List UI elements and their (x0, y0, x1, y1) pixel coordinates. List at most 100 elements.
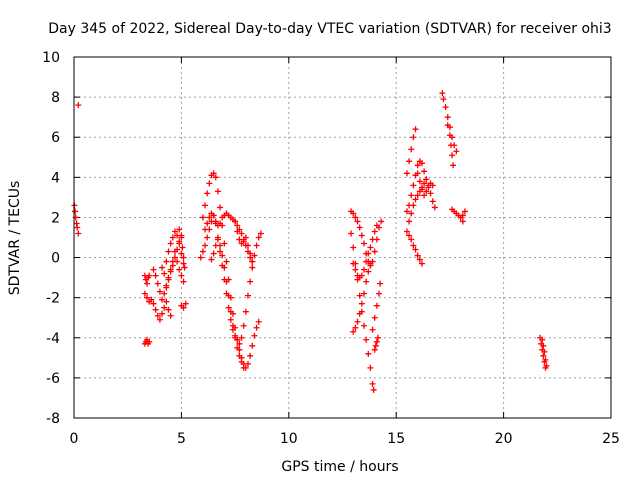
data-point (421, 168, 428, 175)
data-point (163, 284, 170, 291)
data-point (229, 322, 236, 329)
data-point (406, 218, 413, 225)
data-point (414, 252, 421, 259)
series-arc-3.4 (141, 336, 153, 347)
data-point (150, 300, 157, 307)
data-point (541, 348, 548, 355)
data-point (358, 232, 365, 239)
data-point (376, 290, 383, 297)
data-point (418, 186, 425, 193)
data-point (221, 240, 228, 247)
data-point (214, 188, 221, 195)
data-point (249, 342, 256, 349)
data-point (410, 182, 417, 189)
series-arc-14.1 (371, 334, 381, 353)
data-point (350, 260, 357, 267)
data-point (156, 288, 163, 295)
data-point (217, 248, 224, 255)
data-point (227, 316, 234, 323)
series-arc-5.0 (176, 226, 188, 271)
data-point (356, 292, 363, 299)
data-point (227, 308, 234, 315)
data-point (372, 342, 379, 349)
data-point (442, 104, 449, 111)
data-point (403, 228, 410, 235)
data-point (210, 212, 217, 219)
data-points (71, 90, 550, 393)
data-point (360, 322, 367, 329)
data-point (221, 264, 228, 271)
data-point (163, 298, 170, 305)
data-point (459, 218, 466, 225)
data-point (449, 152, 456, 159)
data-point (423, 176, 430, 183)
data-point (240, 238, 247, 245)
data-point (204, 190, 211, 197)
data-point (242, 308, 249, 315)
y-tick-label: -2 (46, 291, 60, 307)
data-point (423, 188, 430, 195)
series-arc-3.3b (141, 290, 174, 323)
data-point (247, 352, 254, 359)
x-axis-label: GPS time / hours (281, 459, 398, 475)
data-point (74, 224, 81, 231)
series-arc-15.7 (406, 176, 438, 225)
data-point (461, 208, 468, 215)
x-tick-label: 5 (177, 431, 186, 447)
series-arc-18.2 (459, 208, 468, 219)
series-arc-4.1 (159, 228, 187, 277)
data-point (406, 158, 413, 165)
data-point (429, 198, 436, 205)
data-point (72, 208, 79, 215)
data-point (363, 278, 370, 285)
data-point (159, 296, 166, 303)
data-point (206, 180, 213, 187)
y-tick-labels: -8 -6 -4 -2 0 2 4 6 8 10 (42, 50, 60, 427)
series-arc-7.6 (232, 218, 256, 265)
data-point (369, 380, 376, 387)
data-point (540, 352, 547, 359)
data-point (425, 184, 432, 191)
data-point (232, 334, 239, 341)
data-point (144, 294, 151, 301)
data-point (406, 232, 413, 239)
data-point (223, 278, 230, 285)
data-point (197, 254, 204, 261)
data-point (180, 260, 187, 267)
data-point (210, 250, 217, 257)
series-arc-5.1 (178, 300, 189, 311)
data-point (244, 292, 251, 299)
series-arc-13.1 (350, 260, 374, 335)
series-arc-early (71, 202, 82, 237)
data-point (178, 234, 185, 241)
data-point (244, 242, 251, 249)
data-point (163, 258, 170, 265)
data-point (236, 236, 243, 243)
data-point (356, 224, 363, 231)
data-point (371, 314, 378, 321)
data-point (352, 266, 359, 273)
data-point (217, 204, 224, 211)
y-tick-label: -6 (46, 371, 60, 387)
plot-frame (73, 56, 612, 419)
data-point (367, 364, 374, 371)
x-tick-label: 20 (495, 431, 513, 447)
data-point (154, 280, 161, 287)
data-point (418, 160, 425, 167)
data-point (234, 228, 241, 235)
data-point (240, 322, 247, 329)
data-point (75, 102, 82, 109)
data-point (360, 266, 367, 273)
data-point (161, 304, 168, 311)
data-point (234, 222, 241, 229)
data-point (416, 178, 423, 185)
data-point (159, 310, 166, 317)
series-arc-14.0 (369, 280, 384, 333)
data-point (165, 248, 172, 255)
data-point (412, 246, 419, 253)
data-point (167, 240, 174, 247)
data-point (410, 202, 417, 209)
data-point (225, 304, 232, 311)
data-point (236, 340, 243, 347)
